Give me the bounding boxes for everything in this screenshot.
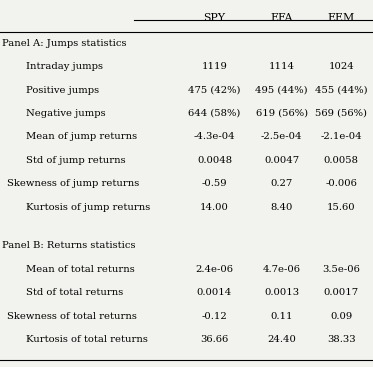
Text: 0.0058: 0.0058 (324, 156, 359, 165)
Text: 0.09: 0.09 (330, 312, 352, 321)
Text: -4.3e-04: -4.3e-04 (194, 132, 235, 142)
Text: 1114: 1114 (269, 62, 295, 71)
Text: Kurtosis of total returns: Kurtosis of total returns (26, 335, 148, 344)
Text: Negative jumps: Negative jumps (26, 109, 106, 118)
Text: 569 (56%): 569 (56%) (315, 109, 367, 118)
Text: 4.7e-06: 4.7e-06 (263, 265, 301, 274)
Text: 24.40: 24.40 (267, 335, 296, 344)
Text: 495 (44%): 495 (44%) (255, 86, 308, 95)
Text: -0.59: -0.59 (202, 179, 227, 189)
Text: 0.0048: 0.0048 (197, 156, 232, 165)
Text: 8.40: 8.40 (270, 203, 293, 212)
Text: Skewness of total returns: Skewness of total returns (7, 312, 137, 321)
Text: 619 (56%): 619 (56%) (256, 109, 308, 118)
Text: 14.00: 14.00 (200, 203, 229, 212)
Text: 0.0014: 0.0014 (197, 288, 232, 297)
Text: -2.1e-04: -2.1e-04 (320, 132, 362, 142)
Text: 2.4e-06: 2.4e-06 (195, 265, 233, 274)
Text: 0.0047: 0.0047 (264, 156, 299, 165)
Text: Intraday jumps: Intraday jumps (26, 62, 103, 71)
Text: Skewness of jump returns: Skewness of jump returns (7, 179, 140, 189)
Text: SPY: SPY (204, 13, 225, 23)
Text: Panel A: Jumps statistics: Panel A: Jumps statistics (2, 39, 126, 48)
Text: 36.66: 36.66 (200, 335, 229, 344)
Text: Std of total returns: Std of total returns (26, 288, 123, 297)
Text: 1119: 1119 (201, 62, 228, 71)
Text: -2.5e-04: -2.5e-04 (261, 132, 303, 142)
Text: Mean of total returns: Mean of total returns (26, 265, 135, 274)
Text: Std of jump returns: Std of jump returns (26, 156, 126, 165)
Text: EFA: EFA (270, 13, 293, 23)
Text: 0.0017: 0.0017 (324, 288, 359, 297)
Text: 1024: 1024 (328, 62, 354, 71)
Text: EEM: EEM (327, 13, 355, 23)
Text: 0.27: 0.27 (270, 179, 293, 189)
Text: Positive jumps: Positive jumps (26, 86, 99, 95)
Text: Mean of jump returns: Mean of jump returns (26, 132, 137, 142)
Text: Kurtosis of jump returns: Kurtosis of jump returns (26, 203, 150, 212)
Text: 38.33: 38.33 (327, 335, 355, 344)
Text: 15.60: 15.60 (327, 203, 355, 212)
Text: Panel B: Returns statistics: Panel B: Returns statistics (2, 241, 135, 250)
Text: 644 (58%): 644 (58%) (188, 109, 241, 118)
Text: -0.006: -0.006 (325, 179, 357, 189)
Text: -0.12: -0.12 (201, 312, 228, 321)
Text: 0.0013: 0.0013 (264, 288, 299, 297)
Text: 3.5e-06: 3.5e-06 (322, 265, 360, 274)
Text: 475 (42%): 475 (42%) (188, 86, 241, 95)
Text: 0.11: 0.11 (270, 312, 293, 321)
Text: 455 (44%): 455 (44%) (315, 86, 368, 95)
